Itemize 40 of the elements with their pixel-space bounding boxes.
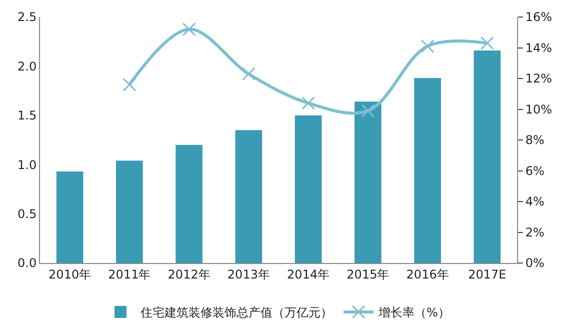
y2-tick-label: 10% [525,102,552,116]
x-tick-label: 2014年 [287,267,330,282]
point [420,39,434,53]
y2-tick-label: 6% [525,164,544,178]
bar [294,115,322,263]
x-tick-label: 2017E [468,267,506,282]
x-tick-label: 2016年 [406,267,449,282]
y-tick-label: 2.5 [18,10,37,24]
y2-tick-label: 2% [525,225,544,240]
x-tick-label: 2011年 [108,267,151,282]
bar [474,50,501,263]
point [242,67,256,81]
legend-label: 住宅建筑装修装饰总产值（万亿元） [140,306,332,320]
bar [354,102,382,263]
bar [116,160,143,263]
x-tick-label: 2010年 [48,267,92,282]
point [122,78,136,92]
y2-tick-label: 16% [525,10,552,24]
legend-label: 增长率（%） [378,306,450,320]
bar [235,130,262,263]
y-tick-label: 2.0 [18,59,37,74]
y-tick-label: 1.5 [18,108,37,123]
y2-tick-label: 12% [525,72,552,86]
y2-tick-label: 0% [525,256,544,270]
bar [414,78,441,263]
y-tick-label: 0.0 [18,256,37,270]
bar [56,171,84,263]
y2-tick-label: 4% [525,194,544,209]
x-tick-label: 2012年 [168,267,210,282]
point [302,96,316,110]
y-tick-label: 0.5 [18,207,37,221]
point [361,104,375,118]
y2-tick-label: 8% [525,133,544,148]
point [480,36,494,50]
x-tick-label: 2013年 [227,267,270,282]
point [182,22,196,36]
y2-tick-label: 14% [525,40,552,55]
bar [176,144,202,263]
x-tick-label: 2015年 [346,267,390,282]
y-tick-label: 1.0 [18,158,37,172]
